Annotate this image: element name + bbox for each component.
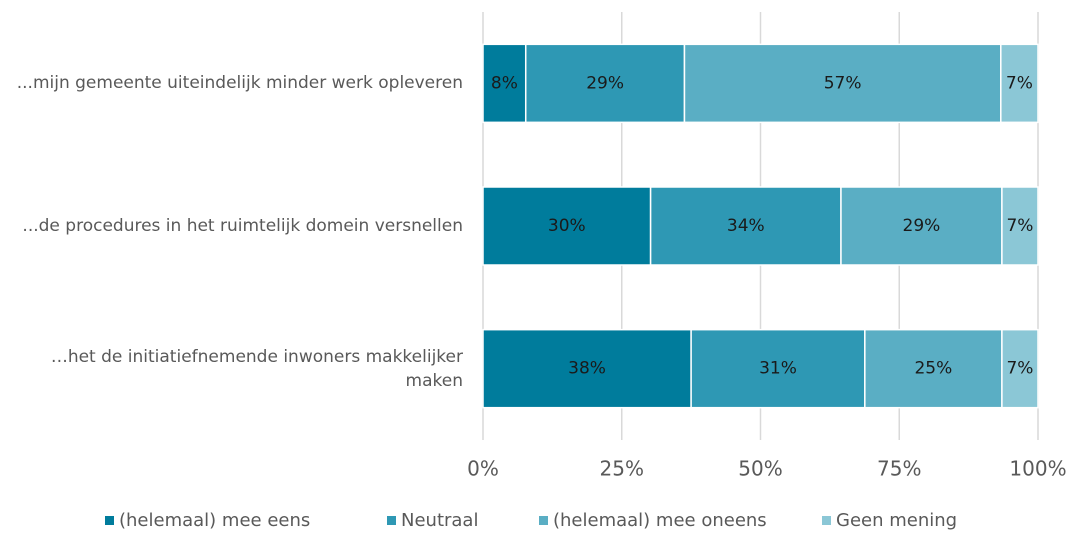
data-label: 38% <box>568 359 606 379</box>
data-label: 7% <box>1006 216 1033 236</box>
category-label: …het de initiatiefnemende inwoners makke… <box>50 346 463 391</box>
data-label: 29% <box>903 216 941 236</box>
bar-segment <box>840 186 1003 266</box>
bar-segment <box>482 43 527 124</box>
legend-marker <box>387 516 396 525</box>
bar-segment <box>683 43 1002 124</box>
data-label: 31% <box>759 359 797 379</box>
legend-label: Neutraal <box>401 510 478 531</box>
bar-segment <box>524 43 686 124</box>
data-label: 34% <box>727 216 765 236</box>
x-tick-label: 50% <box>738 457 782 481</box>
category-label: ...de procedures in het ruimtelijk domei… <box>22 216 463 236</box>
data-label: 25% <box>914 359 952 379</box>
bar-segment <box>1001 186 1039 266</box>
bar-segment <box>690 328 866 409</box>
bar-segment <box>482 328 692 409</box>
x-tick-label: 25% <box>600 457 644 481</box>
x-tick-label: 0% <box>467 457 499 481</box>
data-label: 7% <box>1006 73 1033 93</box>
x-tick-label: 75% <box>877 457 921 481</box>
data-label: 8% <box>491 73 518 93</box>
bar-segment <box>1001 328 1039 409</box>
legend-marker <box>105 516 114 525</box>
legend-marker <box>822 516 831 525</box>
data-label: 7% <box>1006 359 1033 379</box>
category-label: ...mijn gemeente uiteindelijk minder wer… <box>16 73 463 94</box>
x-tick-label: 100% <box>1009 457 1066 481</box>
data-label: 29% <box>586 73 624 93</box>
bar-segment <box>649 186 842 266</box>
data-label: 30% <box>548 216 586 236</box>
data-label: 57% <box>824 73 862 93</box>
legend-label: Geen mening <box>836 510 957 531</box>
legend-label: (helemaal) mee eens <box>119 510 310 531</box>
bar-segment <box>1000 43 1039 124</box>
legend-marker <box>539 516 548 525</box>
legend-label: (helemaal) mee oneens <box>553 510 767 531</box>
